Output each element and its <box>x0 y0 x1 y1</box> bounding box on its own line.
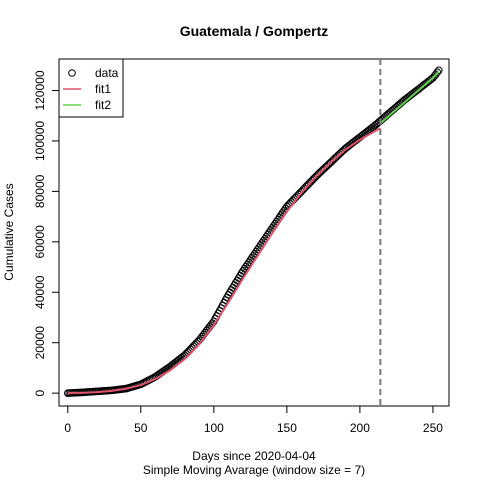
fit-lines <box>67 70 440 394</box>
legend: data fit1 fit2 <box>58 58 124 118</box>
y-tick-label: 60000 <box>33 225 47 259</box>
y-tick-label: 100000 <box>33 121 47 161</box>
chart-title: Guatemala / Gompertz <box>180 23 329 39</box>
y-axis: 0 20000 40000 60000 80000 100000 120000 <box>33 70 60 396</box>
series-line-fit1 <box>67 127 381 394</box>
x-tick-label: 150 <box>277 421 297 435</box>
legend-box <box>58 58 124 118</box>
y-tick-label: 40000 <box>33 275 47 309</box>
x-tick-label: 0 <box>64 421 71 435</box>
legend-fit2-label: fit2 <box>95 98 111 112</box>
y-tick-label: 120000 <box>33 70 47 110</box>
x-axis: 0 50 100 150 200 250 <box>64 405 443 435</box>
legend-data-symbol <box>68 69 76 77</box>
y-tick-label: 80000 <box>33 174 47 208</box>
legend-data-label: data <box>95 66 119 80</box>
legend-fit1-label: fit1 <box>95 82 111 96</box>
x-tick-label: 250 <box>423 421 443 435</box>
y-tick-label: 0 <box>33 389 47 396</box>
series-line-fit2 <box>379 70 440 125</box>
x-axis-sublabel: Simple Moving Avarage (window size = 7) <box>143 463 365 477</box>
data-points <box>63 66 443 397</box>
x-tick-label: 50 <box>134 421 148 435</box>
x-tick-label: 100 <box>204 421 224 435</box>
data-point <box>433 68 442 77</box>
data-point <box>434 66 443 75</box>
x-axis-label: Days since 2020-04-04 <box>192 449 316 463</box>
x-tick-label: 200 <box>350 421 370 435</box>
y-tick-label: 20000 <box>33 326 47 360</box>
y-axis-label: Cumulative Cases <box>2 183 16 280</box>
